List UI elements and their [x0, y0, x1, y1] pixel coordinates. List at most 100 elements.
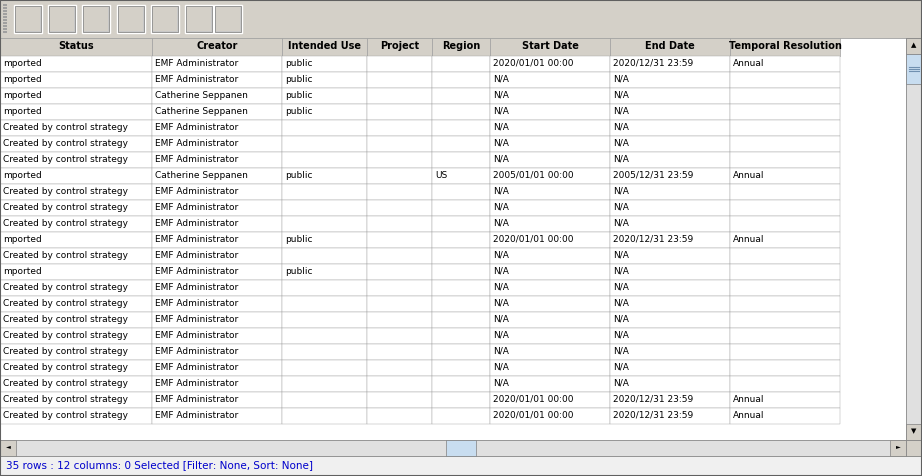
Bar — [282, 376, 367, 392]
Text: N/A: N/A — [613, 90, 629, 99]
Bar — [152, 38, 282, 56]
Bar — [730, 392, 840, 408]
Text: N/A: N/A — [493, 347, 509, 356]
Bar — [282, 120, 367, 136]
Bar — [446, 440, 476, 456]
Bar — [906, 38, 922, 440]
Bar — [367, 38, 432, 56]
Bar — [282, 392, 367, 408]
Bar — [610, 38, 730, 56]
Bar — [14, 5, 42, 33]
Text: 2020/01/01 00:00: 2020/01/01 00:00 — [493, 410, 573, 419]
Text: Intended Use: Intended Use — [288, 41, 361, 51]
Text: Created by control strategy: Created by control strategy — [3, 250, 128, 259]
Bar — [152, 184, 282, 200]
Bar — [0, 104, 152, 120]
Bar — [367, 56, 432, 72]
Bar — [432, 296, 490, 312]
Bar — [0, 38, 152, 56]
Bar — [0, 456, 922, 476]
Text: Annual: Annual — [733, 59, 764, 68]
Bar — [152, 6, 178, 32]
Bar — [610, 376, 730, 392]
Bar — [367, 152, 432, 168]
Bar — [610, 296, 730, 312]
Bar — [730, 264, 840, 280]
Text: public: public — [285, 59, 313, 68]
Bar — [367, 136, 432, 152]
Bar — [490, 104, 610, 120]
Text: EMF Administrator: EMF Administrator — [155, 139, 238, 148]
Bar — [0, 328, 152, 344]
Text: N/A: N/A — [493, 282, 509, 291]
Bar — [0, 344, 152, 360]
Bar — [0, 360, 152, 376]
Text: N/A: N/A — [613, 155, 629, 163]
Bar — [730, 184, 840, 200]
Bar — [282, 104, 367, 120]
Bar — [610, 360, 730, 376]
Text: N/A: N/A — [493, 267, 509, 276]
Bar — [0, 296, 152, 312]
Bar — [3, 16, 5, 18]
Bar — [152, 104, 282, 120]
Text: mported: mported — [3, 235, 41, 244]
Bar — [282, 38, 367, 56]
Bar — [367, 360, 432, 376]
Text: Created by control strategy: Created by control strategy — [3, 298, 128, 307]
Bar — [152, 200, 282, 216]
Bar — [0, 376, 152, 392]
Bar — [152, 120, 282, 136]
Bar — [730, 360, 840, 376]
Text: ►: ► — [895, 445, 901, 449]
Bar — [730, 72, 840, 88]
Bar — [490, 120, 610, 136]
Bar — [367, 200, 432, 216]
Bar — [0, 120, 152, 136]
Text: Catherine Seppanen: Catherine Seppanen — [155, 90, 248, 99]
Bar — [282, 248, 367, 264]
Text: Annual: Annual — [733, 410, 764, 419]
Text: public: public — [285, 267, 313, 276]
Bar — [367, 216, 432, 232]
Text: EMF Administrator: EMF Administrator — [155, 330, 238, 339]
Text: 2020/12/31 23:59: 2020/12/31 23:59 — [613, 235, 693, 244]
Bar — [367, 264, 432, 280]
Bar — [152, 72, 282, 88]
Bar — [432, 264, 490, 280]
Text: EMF Administrator: EMF Administrator — [155, 122, 238, 131]
Bar — [730, 344, 840, 360]
Bar — [0, 184, 152, 200]
Bar — [730, 232, 840, 248]
Bar — [490, 168, 610, 184]
Text: Project: Project — [380, 41, 420, 51]
Text: Created by control strategy: Created by control strategy — [3, 347, 128, 356]
Bar — [367, 312, 432, 328]
Text: US: US — [435, 170, 447, 179]
Bar — [152, 408, 282, 424]
Bar — [730, 152, 840, 168]
Text: N/A: N/A — [613, 122, 629, 131]
Bar — [367, 248, 432, 264]
Bar — [610, 344, 730, 360]
Bar — [490, 360, 610, 376]
Bar — [152, 136, 282, 152]
Bar — [367, 104, 432, 120]
Bar — [3, 28, 5, 30]
Text: Created by control strategy: Created by control strategy — [3, 155, 128, 163]
Bar — [152, 312, 282, 328]
Bar — [730, 376, 840, 392]
Bar — [216, 7, 240, 31]
Bar — [490, 38, 610, 56]
Bar — [282, 280, 367, 296]
Bar — [282, 296, 367, 312]
Bar — [119, 7, 143, 31]
Text: Created by control strategy: Created by control strategy — [3, 363, 128, 371]
Bar — [5, 7, 7, 9]
Bar — [185, 5, 213, 33]
Bar — [5, 16, 7, 18]
Text: Temporal Resolution: Temporal Resolution — [728, 41, 842, 51]
Text: Created by control strategy: Created by control strategy — [3, 139, 128, 148]
Text: public: public — [285, 75, 313, 83]
Text: N/A: N/A — [613, 315, 629, 324]
